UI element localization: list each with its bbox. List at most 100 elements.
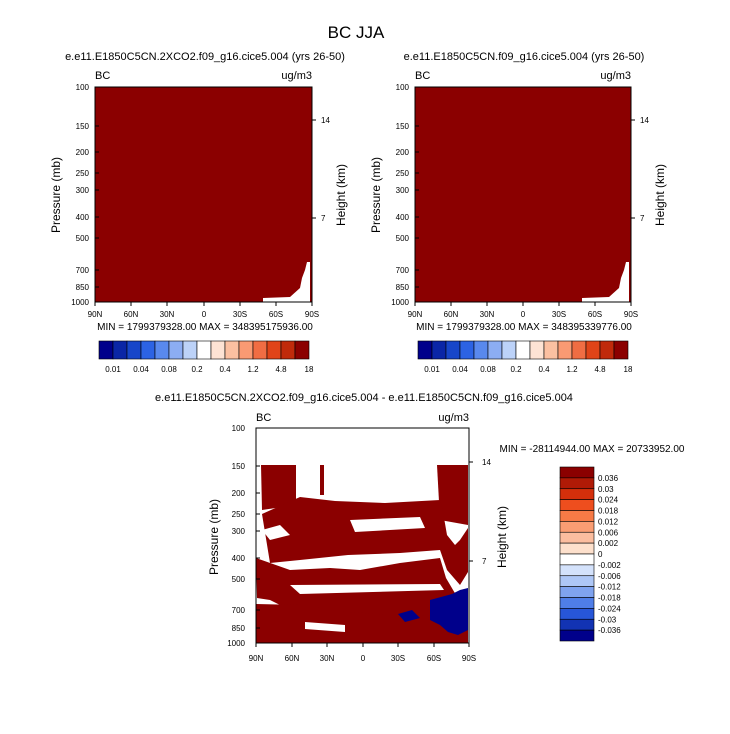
x-tick-label: 60N [124, 310, 139, 319]
y-tick-label: 300 [232, 527, 246, 536]
colorbar-label: 0.002 [598, 539, 619, 548]
variable-label: BC [95, 70, 110, 82]
y-right-tick-label: 7 [640, 214, 645, 223]
y-tick-label: 100 [396, 83, 410, 92]
colorbar-label: 0.08 [480, 365, 496, 374]
colorbar-label: -0.036 [598, 626, 621, 635]
y-tick-label: 200 [232, 489, 246, 498]
colorbar-label: 1.2 [566, 365, 578, 374]
panel-top-left: e.e11.E1850C5CN.2XCO2.f09_g16.cice5.004 … [49, 51, 348, 374]
gap-region [350, 517, 425, 532]
y-ticks: 100 150 200 250 300 400 500 700 850 1000 [391, 83, 419, 307]
y-tick-label: 100 [232, 424, 246, 433]
gap-region [262, 525, 290, 540]
contour-gap [263, 262, 310, 302]
difference-contours [256, 465, 468, 643]
y-ticks-right: 14 7 [631, 116, 649, 223]
colorbar-label: 0.4 [538, 365, 550, 374]
y-tick-label: 500 [76, 234, 90, 243]
y-axis-label-right: Height (km) [495, 506, 509, 568]
colorbar-swatch [559, 510, 595, 522]
y-tick-label: 250 [232, 510, 246, 519]
y-axis-label: Pressure (mb) [49, 157, 63, 233]
y-tick-label: 700 [76, 266, 90, 275]
colorbar-swatch [487, 340, 503, 360]
x-tick-label: 90N [408, 310, 423, 319]
colorbar-label: -0.018 [598, 594, 621, 603]
y-tick-label: 250 [76, 169, 90, 178]
colorbar-top-right: 0.01 0.04 0.08 0.2 0.4 1.2 4.8 18 [417, 340, 633, 374]
y-ticks-right: 14 7 [469, 458, 491, 566]
y-tick-label: 700 [232, 606, 246, 615]
colorbar-swatch [98, 340, 114, 360]
colorbar-label: -0.006 [598, 572, 621, 581]
colorbar-swatch [445, 340, 461, 360]
y-tick-label: 400 [232, 554, 246, 563]
y-tick-label: 200 [396, 148, 410, 157]
colorbar-swatch [559, 575, 595, 587]
y-tick-label: 300 [76, 186, 90, 195]
colorbar-label: 0.04 [133, 365, 149, 374]
colorbar-label: 0.4 [219, 365, 231, 374]
gap-region [290, 584, 444, 594]
x-tick-label: 90S [624, 310, 638, 319]
x-tick-label: 90S [462, 654, 476, 663]
negative-region [398, 610, 420, 622]
colorbar-swatch [417, 340, 433, 360]
y-axis-label: Pressure (mb) [369, 157, 383, 233]
colorbar-swatch [543, 340, 559, 360]
x-tick-label: 0 [202, 310, 207, 319]
colorbar-swatch [126, 340, 142, 360]
colorbar-label: -0.012 [598, 583, 621, 592]
colorbar-label: -0.024 [598, 604, 621, 613]
colorbar-label: 0.01 [105, 365, 121, 374]
x-tick-label: 60S [269, 310, 283, 319]
colorbar-swatch [559, 488, 595, 500]
colorbar-label: 0.036 [598, 474, 619, 483]
y-axis-label-right: Height (km) [334, 164, 348, 226]
y-tick-label: 100 [76, 83, 90, 92]
x-tick-label: 30N [320, 654, 335, 663]
y-tick-label: 200 [76, 148, 90, 157]
y-right-tick-label: 14 [640, 116, 649, 125]
positive-region [256, 604, 468, 643]
y-tick-label: 150 [76, 122, 90, 131]
y-tick-label: 1000 [71, 298, 89, 307]
positive-region [261, 465, 296, 510]
min-max-text: MIN = -28114944.00 MAX = 20733952.00 [500, 444, 685, 455]
contour-fill [95, 87, 312, 302]
colorbar-swatch [559, 553, 595, 566]
x-tick-label: 30S [552, 310, 566, 319]
colorbar-label: 0.03 [598, 485, 614, 494]
colorbar-label: 0.08 [161, 365, 177, 374]
y-tick-label: 1000 [227, 639, 245, 648]
figure-title: BC JJA [328, 23, 385, 42]
colorbar-swatch [529, 340, 545, 360]
colorbar-swatch [613, 340, 629, 360]
colorbar-swatch [515, 340, 531, 360]
colorbar-swatch [196, 340, 212, 360]
colorbar-swatch [112, 340, 128, 360]
min-max-text: MIN = 1799379328.00 MAX = 348395175936.0… [97, 322, 313, 333]
colorbar-swatch [559, 531, 595, 544]
colorbar-swatch [559, 586, 595, 598]
colorbar-swatch [559, 542, 595, 555]
colorbar-label: 1.2 [247, 365, 259, 374]
y-tick-label: 300 [396, 186, 410, 195]
units-label: ug/m3 [600, 70, 631, 82]
colorbar-swatch [238, 340, 254, 360]
colorbar-swatch [559, 629, 595, 642]
panel-title: e.e11.E1850C5CN.f09_g16.cice5.004 (yrs 2… [404, 51, 645, 63]
colorbar-swatch [266, 340, 282, 360]
y-tick-label: 400 [76, 213, 90, 222]
units-label: ug/m3 [438, 412, 469, 424]
variable-label: BC [256, 412, 271, 424]
colorbar-label: -0.03 [598, 615, 617, 624]
x-tick-label: 0 [521, 310, 526, 319]
colorbar-swatch [459, 340, 475, 360]
colorbar-swatch [182, 340, 198, 360]
y-tick-label: 700 [396, 266, 410, 275]
colorbar-swatch [140, 340, 156, 360]
x-tick-label: 30S [391, 654, 405, 663]
x-tick-label: 30N [160, 310, 175, 319]
